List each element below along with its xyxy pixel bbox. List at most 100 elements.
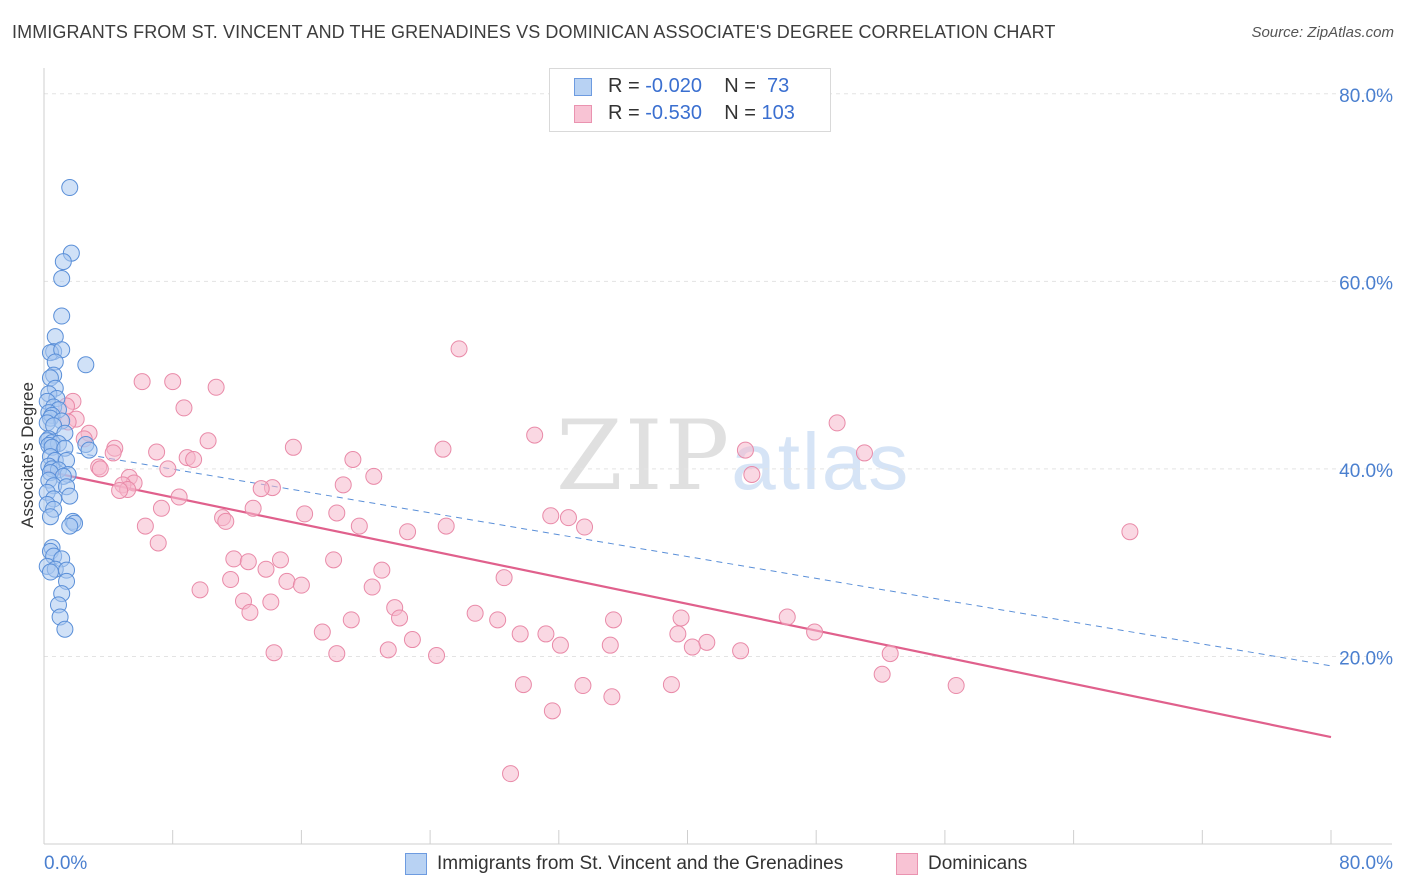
- trend-lines: [43, 446, 1332, 739]
- point-dominicans: [403, 631, 421, 649]
- x-tick-label: 0.0%: [44, 853, 87, 874]
- legend-n-label: N =: [724, 102, 762, 124]
- point-dominicans: [806, 623, 824, 641]
- point-dominicans: [743, 466, 761, 484]
- point-dominicans: [947, 677, 965, 695]
- legend-n-value-blue: 73: [761, 75, 790, 97]
- point-dominicans: [175, 399, 193, 417]
- bottom-legend-label-pink: Dominicans: [928, 853, 1028, 874]
- point-dominicans: [601, 636, 619, 654]
- y-axis-title: Associate's Degree: [18, 382, 37, 528]
- point-dominicans: [365, 467, 383, 485]
- point-dominicans: [379, 641, 397, 659]
- point-dominicans: [526, 426, 544, 444]
- point-dominicans: [164, 373, 182, 391]
- point-dominicans: [222, 571, 240, 589]
- source-label: Source: ZipAtlas.com: [1251, 24, 1394, 41]
- point-dominicans: [136, 517, 154, 535]
- point-dominicans: [239, 553, 257, 571]
- point-dominicans: [217, 512, 235, 530]
- point-dominicans: [881, 645, 899, 663]
- point-dominicans: [537, 625, 555, 643]
- point-dominicans: [152, 499, 170, 517]
- y-tick-label: 20.0%: [1339, 648, 1393, 669]
- point-st-vincent: [41, 508, 59, 526]
- point-dominicans: [191, 581, 209, 599]
- point-st-vincent: [61, 179, 79, 197]
- y-tick-label: 60.0%: [1339, 273, 1393, 294]
- point-dominicans: [334, 476, 352, 494]
- point-dominicans: [603, 688, 621, 706]
- point-dominicans: [133, 373, 151, 391]
- point-dominicans: [159, 460, 177, 478]
- chart-title: IMMIGRANTS FROM ST. VINCENT AND THE GREN…: [12, 22, 1056, 42]
- point-dominicans: [1121, 523, 1139, 541]
- point-dominicans: [543, 702, 561, 720]
- point-dominicans: [91, 460, 109, 478]
- point-dominicans: [271, 551, 289, 569]
- point-dominicans: [325, 551, 343, 569]
- bottom-legend-swatch-blue: [405, 853, 427, 875]
- point-dominicans: [149, 534, 167, 552]
- point-dominicans: [342, 611, 360, 629]
- point-dominicans: [450, 340, 468, 358]
- point-dominicans: [542, 507, 560, 525]
- point-dominicans: [732, 642, 750, 660]
- series-st-vincent: [38, 179, 98, 638]
- legend-n-label: N =: [724, 75, 762, 97]
- legend-r-value-blue: -0.020: [645, 75, 702, 97]
- point-dominicans: [199, 432, 217, 450]
- point-st-vincent: [54, 253, 72, 271]
- point-dominicans: [207, 378, 225, 396]
- point-dominicans: [574, 677, 592, 695]
- y-tick-label: 40.0%: [1339, 461, 1393, 482]
- point-dominicans: [292, 576, 310, 594]
- point-dominicans: [551, 636, 569, 654]
- point-dominicans: [344, 451, 362, 468]
- point-dominicans: [514, 676, 532, 694]
- point-dominicans: [328, 645, 346, 663]
- point-dominicans: [328, 504, 346, 522]
- point-dominicans: [104, 444, 122, 462]
- point-dominicans: [185, 451, 203, 468]
- point-dominicans: [225, 550, 243, 568]
- point-dominicans: [350, 517, 368, 535]
- point-dominicans: [604, 611, 622, 629]
- point-dominicans: [284, 438, 302, 456]
- point-dominicans: [262, 593, 280, 611]
- point-st-vincent: [56, 620, 74, 638]
- point-st-vincent: [41, 563, 59, 581]
- point-dominicans: [683, 638, 701, 656]
- point-dominicans: [148, 443, 166, 461]
- point-st-vincent: [53, 270, 71, 288]
- point-dominicans: [363, 578, 381, 596]
- point-dominicans: [466, 604, 484, 622]
- point-dominicans: [428, 647, 446, 665]
- point-dominicans: [265, 644, 283, 662]
- point-dominicans: [278, 572, 296, 590]
- point-dominicans: [257, 560, 275, 578]
- x-tick-label: 80.0%: [1339, 853, 1393, 874]
- point-dominicans: [736, 441, 754, 459]
- point-dominicans: [252, 480, 270, 498]
- point-dominicans: [662, 676, 680, 694]
- point-dominicans: [698, 633, 716, 651]
- legend-n-value-pink: 103: [761, 102, 795, 124]
- point-dominicans: [559, 509, 577, 527]
- correlation-legend: R = -0.020 N = 73 R = -0.530 N = 103: [549, 68, 831, 132]
- point-dominicans: [828, 414, 846, 432]
- legend-r-value-pink: -0.530: [645, 102, 702, 124]
- y-tick-label: 80.0%: [1339, 86, 1393, 107]
- point-dominicans: [489, 611, 507, 629]
- trend-line-dominicans: [43, 469, 1332, 739]
- point-st-vincent: [80, 441, 98, 459]
- point-dominicans: [111, 481, 129, 499]
- point-dominicans: [495, 569, 513, 587]
- point-st-vincent: [53, 307, 71, 325]
- trend-line-st-vincent: [43, 446, 1332, 667]
- point-dominicans: [437, 517, 455, 535]
- bottom-legend-swatch-pink: [896, 853, 918, 875]
- legend-swatch-blue: [574, 78, 592, 96]
- point-dominicans: [434, 440, 452, 458]
